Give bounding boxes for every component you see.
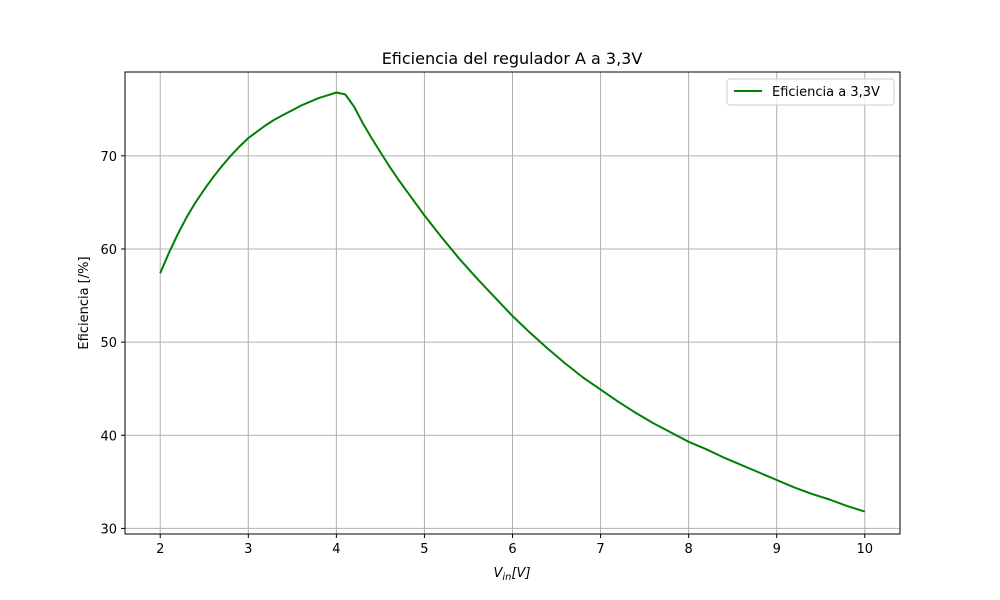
x-axis-label-main: V — [493, 566, 503, 581]
x-tick-label: 4 — [332, 542, 340, 557]
legend: Eficiencia a 3,3V — [726, 78, 895, 106]
x-tick-label: 6 — [508, 542, 516, 557]
x-tick-label: 2 — [156, 542, 164, 557]
x-tick-label: 9 — [773, 542, 781, 557]
x-tick-label: 3 — [244, 542, 252, 557]
y-tick-label: 50 — [100, 336, 117, 351]
chart-title: Eficiencia del regulador A a 3,3V — [382, 49, 643, 68]
series-layer — [159, 91, 866, 513]
x-tick-label: 10 — [856, 542, 873, 557]
x-axis-label: Vin[V] — [493, 566, 530, 583]
ticks: 2 3 4 5 6 7 8 9 10 30 40 50 60 70 — [100, 150, 873, 557]
y-tick-label: 60 — [100, 243, 117, 258]
series-line — [159, 91, 866, 513]
x-tick-label: 5 — [420, 542, 428, 557]
y-tick-label: 40 — [100, 429, 117, 444]
x-tick-label: 8 — [684, 542, 692, 557]
legend-label: Eficiencia a 3,3V — [772, 85, 880, 100]
x-tick-label: 7 — [596, 542, 604, 557]
grid — [125, 72, 900, 534]
x-axis-label-tail: [V] — [511, 566, 530, 581]
legend-box — [726, 78, 895, 106]
y-tick-label: 30 — [100, 522, 117, 537]
y-tick-label: 70 — [100, 150, 117, 165]
y-axis-label: Eficiencia [/%] — [77, 256, 92, 349]
x-axis-label-sub: in — [502, 572, 511, 583]
